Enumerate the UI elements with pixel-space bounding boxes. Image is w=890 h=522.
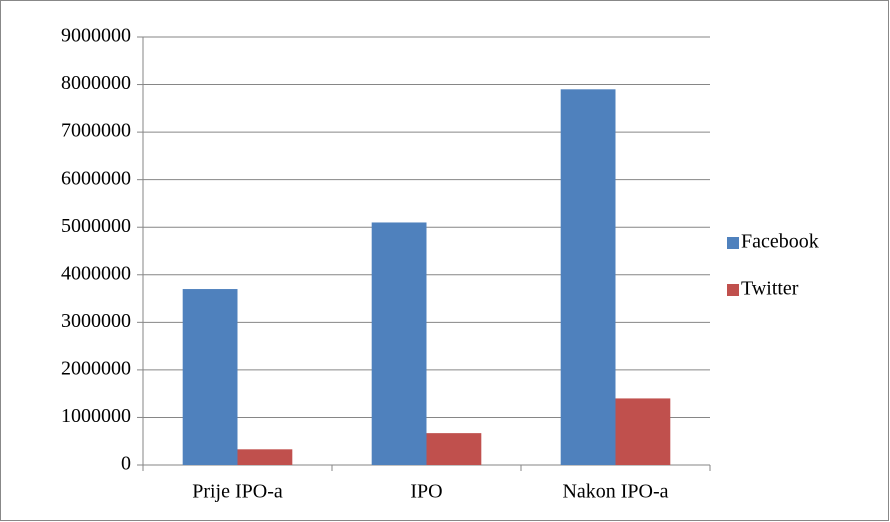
bar	[371, 222, 427, 465]
y-tick-label: 8000000	[61, 72, 131, 94]
legend-label: Twitter	[741, 278, 799, 300]
legend-swatch	[727, 284, 739, 296]
bar	[615, 398, 671, 465]
y-tick-label: 0	[121, 453, 131, 475]
y-tick-label: 7000000	[61, 120, 131, 142]
y-tick-label: 1000000	[61, 405, 131, 427]
y-tick-label: 3000000	[61, 310, 131, 332]
y-tick-label: 5000000	[61, 215, 131, 237]
x-tick-label: Nakon IPO-a	[562, 481, 668, 503]
y-tick-label: 2000000	[61, 357, 131, 379]
y-tick-label: 6000000	[61, 167, 131, 189]
bar	[237, 449, 293, 465]
bar	[426, 433, 482, 465]
x-tick-label: Prije IPO-a	[192, 481, 283, 503]
x-tick-label: IPO	[410, 481, 442, 503]
y-tick-label: 4000000	[61, 262, 131, 284]
legend-swatch	[727, 237, 739, 249]
legend-label: Facebook	[741, 231, 819, 253]
y-tick-label: 9000000	[61, 25, 131, 47]
bar	[560, 89, 616, 466]
bar	[182, 289, 238, 465]
